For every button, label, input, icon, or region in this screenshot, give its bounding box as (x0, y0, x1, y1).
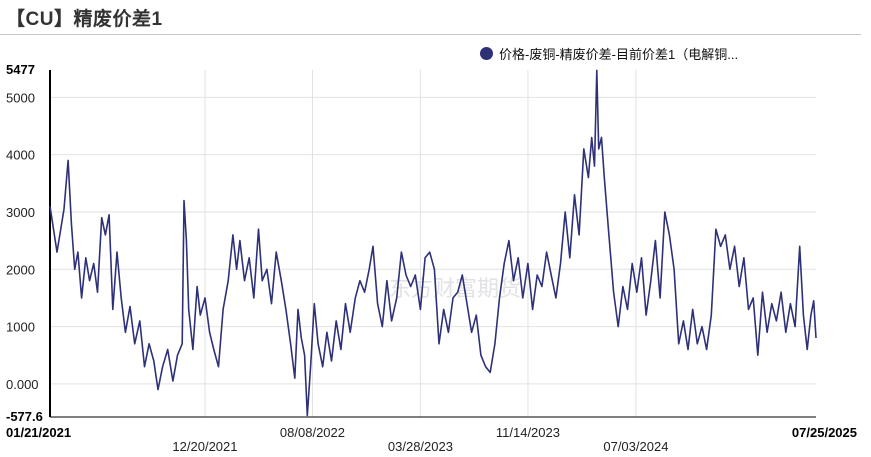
x-tick-label: 11/14/2023 (496, 425, 560, 440)
x-tick-label: 01/21/2021 (6, 425, 71, 440)
y-tick-label: 2000 (6, 262, 35, 277)
series-layer (49, 69, 817, 417)
title-divider (0, 34, 861, 35)
y-axis-ticks: -577.6 0.000 1000 2000 3000 4000 5000 5477 (6, 62, 43, 424)
y-tick-label: 5000 (6, 90, 35, 105)
y-tick-label: 0.000 (6, 377, 39, 392)
x-tick-label: 08/08/2022 (280, 425, 345, 440)
chart-legend[interactable]: 价格-废铜-精废价差-目前价差1（电解铜... (480, 44, 738, 63)
page-title: 【CU】精废价差1 (6, 9, 163, 30)
y-tick-label: 1000 (6, 320, 35, 335)
x-axis-ticks: 01/21/2021 12/20/2021 08/08/2022 03/28/2023… (6, 425, 857, 454)
legend-marker-icon (480, 47, 493, 60)
axes (49, 70, 816, 418)
series-line[interactable] (49, 69, 817, 417)
x-tick-label: 12/20/2021 (172, 439, 237, 454)
y-tick-label: -577.6 (6, 409, 43, 424)
y-tick-label: 3000 (6, 205, 35, 220)
x-tick-label: 07/03/2024 (603, 439, 668, 454)
x-tick-label: 03/28/2023 (388, 439, 453, 454)
grid-lines (50, 70, 816, 417)
y-tick-label: 5477 (6, 62, 35, 77)
x-tick-label: 07/25/2025 (792, 425, 857, 440)
legend-label: 价格-废铜-精废价差-目前价差1（电解铜... (499, 47, 739, 62)
y-tick-label: 4000 (6, 148, 35, 163)
